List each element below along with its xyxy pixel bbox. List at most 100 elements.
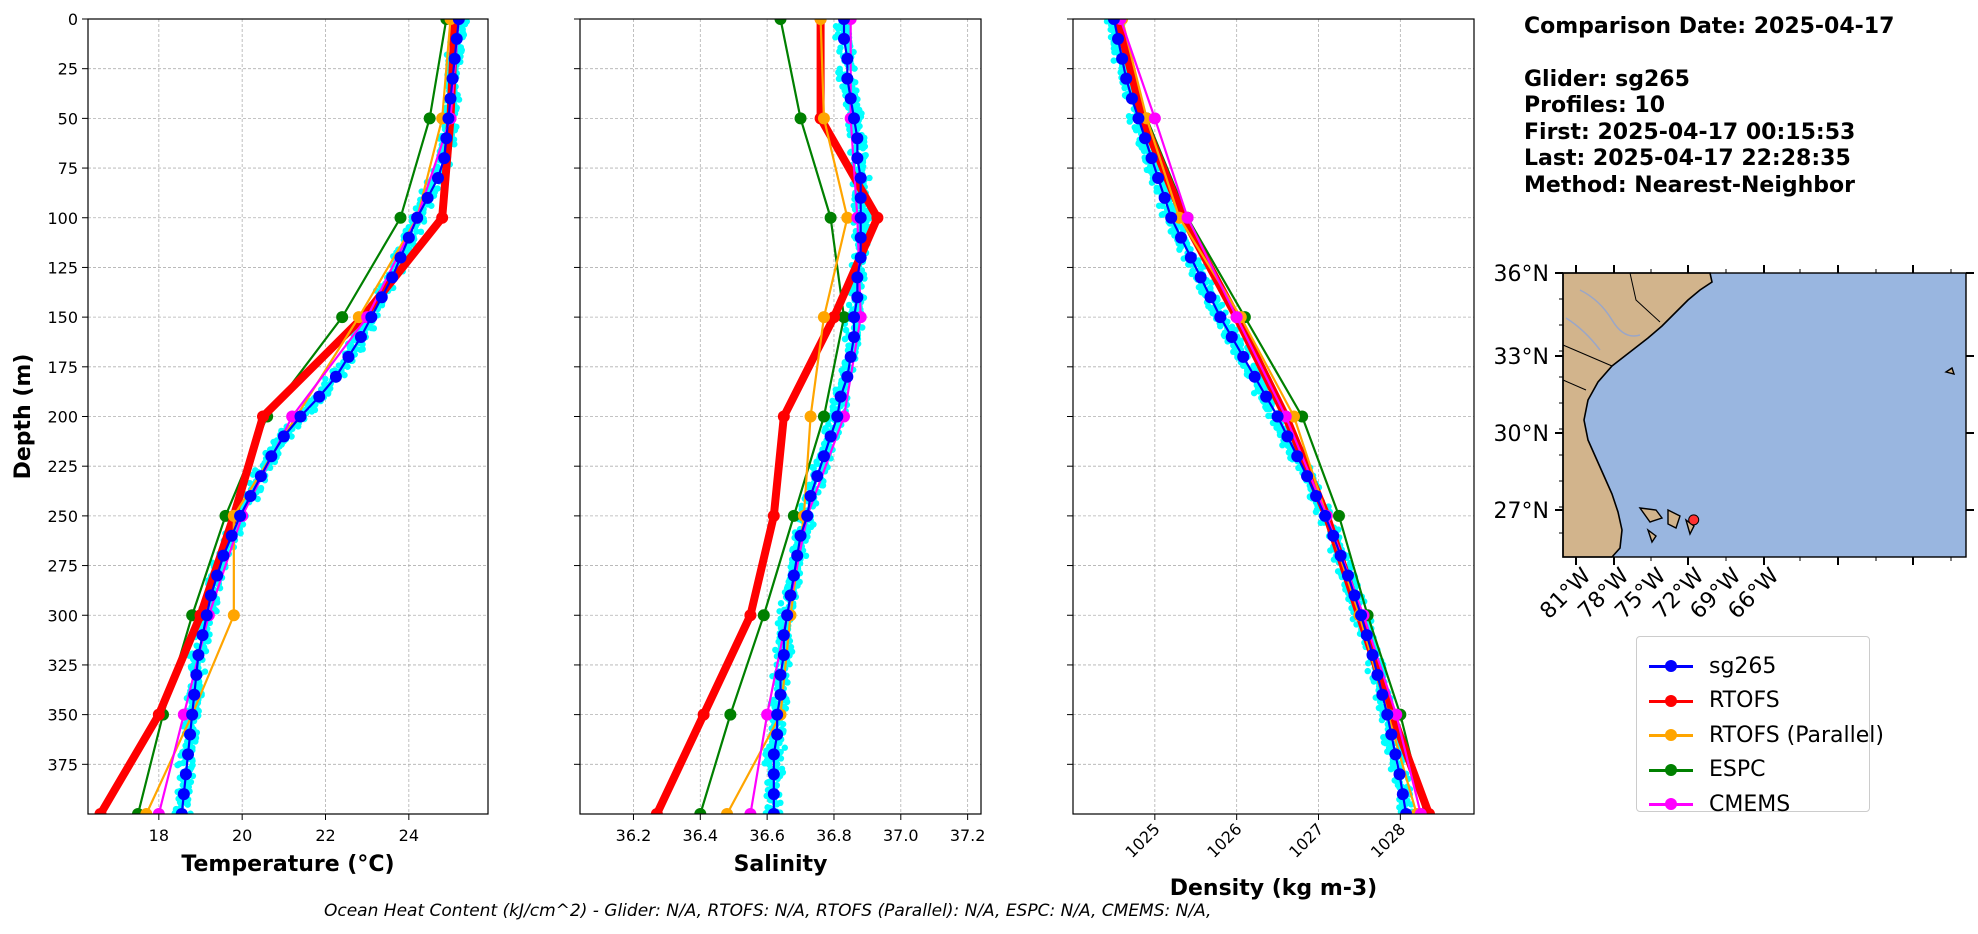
glider-scatter-point bbox=[836, 48, 843, 55]
series-point bbox=[834, 390, 847, 403]
series-point bbox=[234, 509, 247, 522]
glider-scatter-point bbox=[325, 388, 332, 395]
series-point bbox=[817, 450, 830, 463]
series-point bbox=[1319, 509, 1332, 522]
glider-scatter-point bbox=[1380, 734, 1387, 741]
series-point bbox=[354, 331, 367, 343]
ohc-footer: Ocean Heat Content (kJ/cm^2) - Glider: N… bbox=[324, 901, 1212, 921]
series-point bbox=[837, 32, 850, 45]
glider-scatter-point bbox=[774, 620, 782, 627]
glider-scatter-point bbox=[1365, 660, 1372, 667]
glider-scatter-point bbox=[1295, 464, 1302, 472]
glider-scatter-point bbox=[237, 530, 244, 537]
glider-scatter-point bbox=[777, 799, 784, 807]
series-point bbox=[186, 708, 199, 721]
series-point bbox=[313, 390, 326, 403]
series-point bbox=[450, 32, 463, 45]
y-axis-label: Depth (m) bbox=[11, 354, 36, 480]
y-tick-label: 50 bbox=[58, 109, 78, 128]
series-point bbox=[814, 19, 827, 25]
series-point bbox=[777, 410, 790, 423]
glider-scatter-point bbox=[762, 751, 769, 758]
glider-scatter-point bbox=[772, 646, 779, 654]
glider-scatter-point bbox=[783, 698, 791, 706]
glider-scatter-point bbox=[346, 344, 354, 351]
series-point bbox=[854, 211, 867, 224]
x-tick-label: 1027 bbox=[1285, 819, 1327, 861]
series-point bbox=[1400, 808, 1413, 814]
series-point bbox=[774, 19, 787, 25]
series-point bbox=[446, 72, 459, 85]
series-point bbox=[831, 410, 844, 423]
series-point bbox=[196, 629, 209, 642]
y-tick-label: 350 bbox=[47, 706, 78, 725]
series-point bbox=[767, 748, 780, 761]
glider-scatter-point bbox=[378, 301, 386, 309]
legend-label: RTOFS bbox=[1709, 688, 1780, 713]
legend-label: ESPC bbox=[1709, 757, 1766, 782]
series-point bbox=[294, 410, 307, 423]
series-point bbox=[254, 470, 267, 483]
profiles-label: Profiles: 10 bbox=[1524, 93, 1666, 118]
series-point bbox=[177, 788, 190, 801]
glider-scatter-point bbox=[1168, 227, 1176, 234]
series-point bbox=[1291, 450, 1304, 463]
x-tick-label: 24 bbox=[399, 826, 419, 845]
glider-scatter-point bbox=[861, 143, 869, 150]
legend-item: sg265 bbox=[1637, 649, 1776, 683]
method-label: Method: Nearest-Neighbor bbox=[1524, 172, 1855, 198]
series-point bbox=[787, 569, 800, 582]
series-point bbox=[188, 688, 201, 701]
glider-scatter-point bbox=[295, 423, 302, 430]
x-tick-label: 37.0 bbox=[883, 826, 919, 845]
glider-scatter-point bbox=[174, 761, 181, 769]
series-point bbox=[438, 152, 451, 165]
lat-tick-label: 30°N bbox=[1494, 422, 1549, 447]
state-border bbox=[1562, 379, 1587, 391]
glider-scatter-point bbox=[322, 375, 329, 383]
series-point bbox=[694, 808, 707, 814]
series-point bbox=[1327, 529, 1340, 542]
glider-scatter-point bbox=[187, 778, 195, 786]
island bbox=[1638, 507, 1664, 523]
series-point bbox=[444, 92, 457, 105]
series-point bbox=[771, 728, 784, 741]
series-point bbox=[227, 609, 240, 622]
series-point bbox=[1225, 331, 1238, 343]
glider-scatter-point bbox=[786, 661, 793, 668]
x-axis-label: Temperature (°C) bbox=[181, 852, 394, 877]
series-point bbox=[791, 549, 804, 562]
series-point bbox=[225, 529, 238, 542]
series-point bbox=[1281, 430, 1294, 443]
series-point bbox=[824, 211, 837, 224]
lat-tick-label: 33°N bbox=[1494, 345, 1549, 370]
glider-scatter-point bbox=[1382, 740, 1389, 747]
series-point bbox=[1332, 509, 1345, 522]
series-point bbox=[1148, 112, 1161, 125]
glider-scatter-point bbox=[417, 228, 425, 236]
series-point bbox=[257, 410, 269, 423]
series-point bbox=[1355, 609, 1368, 622]
series-point bbox=[767, 768, 780, 781]
series-point bbox=[774, 688, 787, 701]
series-point bbox=[448, 52, 461, 65]
y-tick-label: 75 bbox=[58, 159, 78, 178]
series-point bbox=[219, 509, 232, 522]
glider-scatter-point bbox=[807, 523, 815, 531]
series-point bbox=[794, 112, 807, 125]
series-point bbox=[352, 311, 365, 324]
series-point bbox=[244, 490, 257, 502]
glider-scatter-point bbox=[762, 810, 770, 814]
series-point bbox=[184, 728, 197, 741]
series-point bbox=[851, 291, 864, 304]
x-tick-label: 1025 bbox=[1121, 819, 1163, 861]
series-point bbox=[761, 708, 774, 721]
series-point bbox=[1390, 708, 1403, 721]
lat-tick-label: 27°N bbox=[1494, 499, 1549, 524]
series-point bbox=[1381, 708, 1394, 721]
glider-scatter-point bbox=[180, 759, 187, 767]
series-point bbox=[204, 589, 217, 602]
glider-scatter-point bbox=[202, 647, 210, 655]
glider-scatter-point bbox=[182, 799, 190, 807]
series-point bbox=[402, 231, 415, 244]
